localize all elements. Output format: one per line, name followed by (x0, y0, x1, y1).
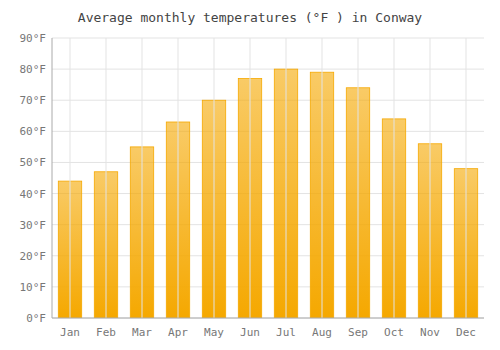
y-tick-label: 40°F (20, 188, 47, 201)
x-tick-label: Aug (312, 326, 332, 339)
x-grid-line (394, 38, 395, 318)
chart: Average monthly temperatures (°F ) in Co… (0, 0, 500, 350)
x-grid-line (178, 38, 179, 318)
y-grid-line (52, 38, 484, 39)
y-tick-label: 90°F (20, 32, 47, 45)
y-tick-label: 70°F (20, 94, 47, 107)
x-tick-label: May (204, 326, 224, 339)
y-grid-line (52, 318, 484, 319)
x-tick-label: Jan (60, 326, 80, 339)
x-grid-line (322, 38, 323, 318)
y-tick-label: 60°F (20, 125, 47, 138)
x-grid-line (286, 38, 287, 318)
x-tick-label: Apr (168, 326, 188, 339)
x-tick-label: Mar (132, 326, 152, 339)
y-tick-label: 20°F (20, 250, 47, 263)
x-grid-line (106, 38, 107, 318)
x-grid-line (214, 38, 215, 318)
x-tick-label: Jul (276, 326, 296, 339)
x-grid-line (466, 38, 467, 318)
y-tick-label: 80°F (20, 63, 47, 76)
y-tick-label: 10°F (20, 281, 47, 294)
x-tick-label: Jun (240, 326, 260, 339)
x-tick-label: Feb (96, 326, 116, 339)
y-grid-line (52, 131, 484, 132)
x-grid-line (358, 38, 359, 318)
x-grid-line (70, 38, 71, 318)
x-tick-label: Oct (384, 326, 404, 339)
y-tick-label: 50°F (20, 156, 47, 169)
y-tick-label: 30°F (20, 219, 47, 232)
x-axis-line (52, 318, 484, 319)
grid (52, 38, 484, 318)
y-tick-label: 0°F (26, 312, 46, 325)
x-tick-label: Dec (456, 326, 476, 339)
x-tick-label: Sep (348, 326, 368, 339)
y-axis-line (52, 38, 53, 318)
x-tick-label: Nov (420, 326, 440, 339)
x-grid-line (142, 38, 143, 318)
title: Average monthly temperatures (°F ) in Co… (78, 10, 423, 25)
y-grid-line (52, 100, 484, 101)
x-grid-line (430, 38, 431, 318)
chart-container: Average monthly temperatures (°F ) in Co… (0, 0, 500, 350)
bars (58, 69, 477, 318)
x-grid-line (250, 38, 251, 318)
y-grid-line (52, 69, 484, 70)
